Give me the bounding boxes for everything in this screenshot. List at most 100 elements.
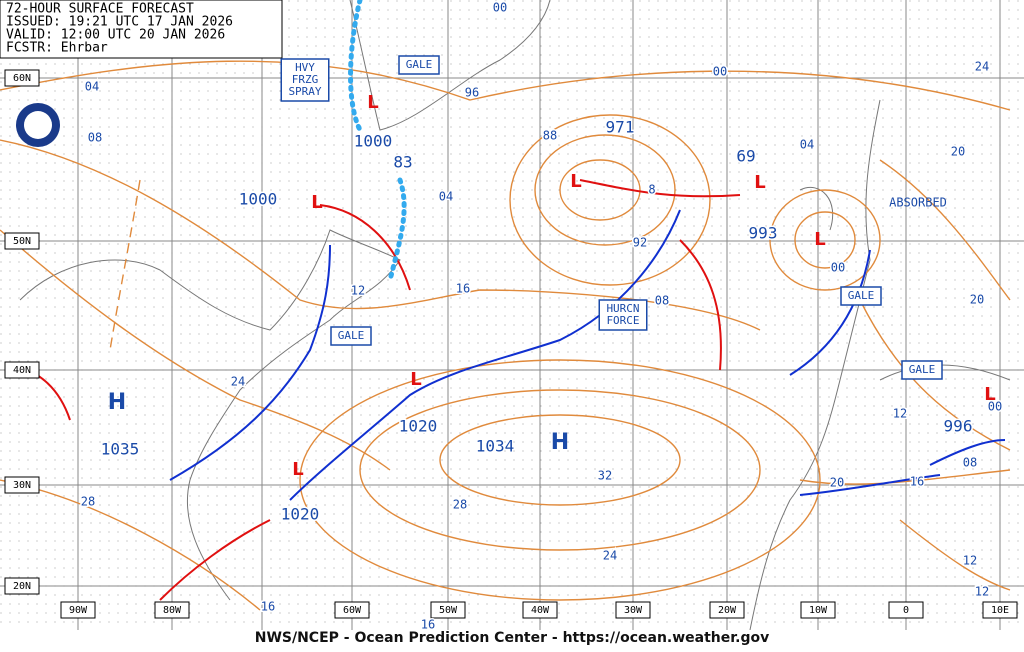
isobar-label: 20	[970, 293, 984, 307]
warning-box	[280, 58, 330, 102]
high-pressure: 1034	[476, 437, 515, 456]
low-pressure: 971	[606, 118, 635, 137]
isobar-label: 16	[456, 282, 470, 296]
isobar-label: 12	[351, 284, 365, 298]
isobar-label: 24	[975, 60, 989, 74]
isobar-label: 20	[951, 145, 965, 159]
lat-label-box	[4, 577, 40, 595]
low-pressure: 1000	[239, 190, 278, 209]
isobar-label: 88	[543, 129, 557, 143]
low-pressure: 996	[944, 417, 973, 436]
header-box	[0, 0, 283, 59]
lon-label: 0	[903, 605, 909, 616]
low-symbol: L	[311, 192, 322, 213]
high-symbol: H	[108, 390, 126, 415]
header-line: VALID: 12:00 UTC 20 JAN 2026	[6, 28, 225, 43]
lat-label-box	[4, 232, 40, 250]
isobar-label: 92	[633, 236, 647, 250]
lon-label-box	[709, 601, 745, 619]
header-line: FCSTR: Ehrbar	[6, 41, 108, 56]
isobar-label: 04	[85, 80, 99, 94]
high-pressure: 1035	[101, 440, 140, 459]
low-pressure: 69	[736, 147, 755, 166]
lon-label-box	[982, 601, 1018, 619]
low-pressure: 1000	[354, 132, 393, 151]
lon-label: 50W	[439, 605, 458, 616]
isobar-label: 16	[261, 600, 275, 614]
isobar-label: 24	[231, 375, 245, 389]
lon-label-box	[888, 601, 924, 619]
low-pressure: 1020	[281, 505, 320, 524]
lon-label-box	[522, 601, 558, 619]
high-symbol: H	[551, 430, 569, 455]
lon-label: 90W	[69, 605, 88, 616]
warning-text: SPRAY	[288, 85, 321, 98]
warning-text: FRZG	[292, 73, 319, 86]
isobar-label: 96	[465, 86, 479, 100]
isobar-label: 12	[893, 407, 907, 421]
low-symbol: L	[367, 92, 378, 113]
warning-text: GALE	[406, 58, 433, 71]
isobar-label: 20	[830, 476, 844, 490]
graticule	[0, 0, 1024, 630]
coastlines	[19, 0, 1011, 631]
warning-text: GALE	[338, 329, 365, 342]
isobar-label: 12	[975, 585, 989, 599]
fronts	[9, 0, 1006, 601]
lat-label: 40N	[13, 365, 31, 376]
isobar-label: 00	[493, 1, 507, 15]
low-symbol: L	[292, 459, 303, 480]
dot-grid	[0, 0, 1024, 630]
lon-label: 80W	[163, 605, 182, 616]
isobar-label: 24	[603, 549, 617, 563]
lat-label: 60N	[13, 73, 31, 84]
isobar-label: 00	[831, 261, 845, 275]
lat-label-box	[4, 69, 40, 87]
low-symbol: L	[570, 171, 581, 192]
isobar-label: 08	[963, 456, 977, 470]
warning-text: HURCN	[606, 302, 639, 315]
warning-text: FORCE	[606, 314, 639, 327]
isobar-label: 16	[421, 618, 435, 632]
note: ABSORBED	[889, 196, 947, 210]
lon-label-box	[60, 601, 96, 619]
low-pressure: 1020	[399, 417, 438, 436]
lon-label: 40W	[531, 605, 550, 616]
isobar-label: 12	[963, 554, 977, 568]
warning-box	[901, 360, 943, 380]
low-symbol: L	[984, 384, 995, 405]
isobar-label: 28	[81, 495, 95, 509]
isobar-label: 00	[988, 400, 1002, 414]
lon-label: 20W	[718, 605, 737, 616]
isobars	[0, 60, 1011, 611]
lon-label-box	[800, 601, 836, 619]
isobar-label: 04	[800, 138, 814, 152]
low-pressure: 993	[749, 224, 778, 243]
isobar-label: 28	[453, 498, 467, 512]
isobar-label: 04	[439, 190, 453, 204]
header-line: ISSUED: 19:21 UTC 17 JAN 2026	[6, 15, 233, 30]
warning-box	[330, 326, 372, 346]
isobar-label: 16	[910, 475, 924, 489]
warning-text: GALE	[909, 363, 936, 376]
isobar-label: 8	[648, 183, 655, 197]
lon-label: 10E	[991, 605, 1009, 616]
noaa-logo	[16, 103, 60, 147]
low-pressure: 83	[393, 153, 412, 172]
lon-label-box	[615, 601, 651, 619]
low-symbol: L	[754, 172, 765, 193]
lat-label-box	[4, 476, 40, 494]
warning-text: GALE	[848, 289, 875, 302]
lon-label-box	[334, 601, 370, 619]
lat-label: 50N	[13, 236, 31, 247]
lat-label: 30N	[13, 480, 31, 491]
isobar-label: 08	[655, 294, 669, 308]
low-symbol: L	[814, 229, 825, 250]
low-symbol: L	[410, 369, 421, 390]
isobar-label: 00	[713, 65, 727, 79]
footer-band	[0, 630, 1024, 652]
footer: NWS/NCEP - Ocean Prediction Center - htt…	[255, 630, 770, 646]
lon-label: 60W	[343, 605, 362, 616]
header-line: 72-HOUR SURFACE FORECAST	[6, 2, 194, 17]
